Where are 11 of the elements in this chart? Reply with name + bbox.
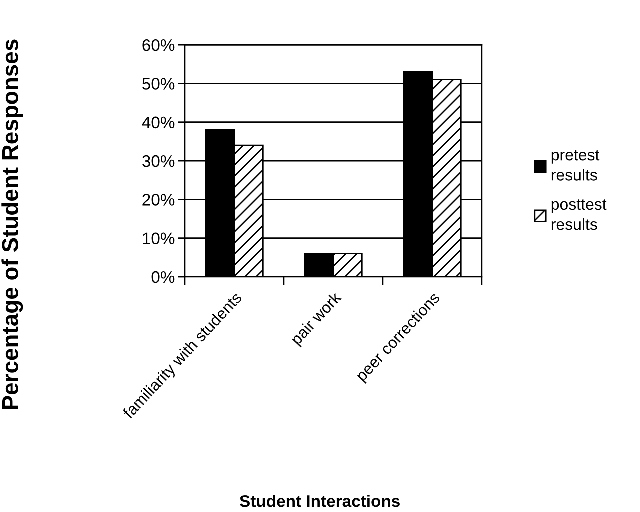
x-axis-title: Student Interactions <box>240 495 400 508</box>
y-tick-label: 40% <box>142 116 175 129</box>
legend-label: posttest results <box>552 200 607 230</box>
y-tick-label: 10% <box>143 232 175 245</box>
legend-label: pretest results <box>552 150 600 181</box>
y-tick-label: 20% <box>142 194 175 206</box>
y-tick-label: 0% <box>152 271 175 284</box>
y-tick-label: 50% <box>142 78 175 90</box>
y-tick-label: 30% <box>142 155 175 168</box>
y-tick-label: 60% <box>142 39 175 52</box>
y-axis-title: Percentage of Student Responses <box>2 40 24 410</box>
